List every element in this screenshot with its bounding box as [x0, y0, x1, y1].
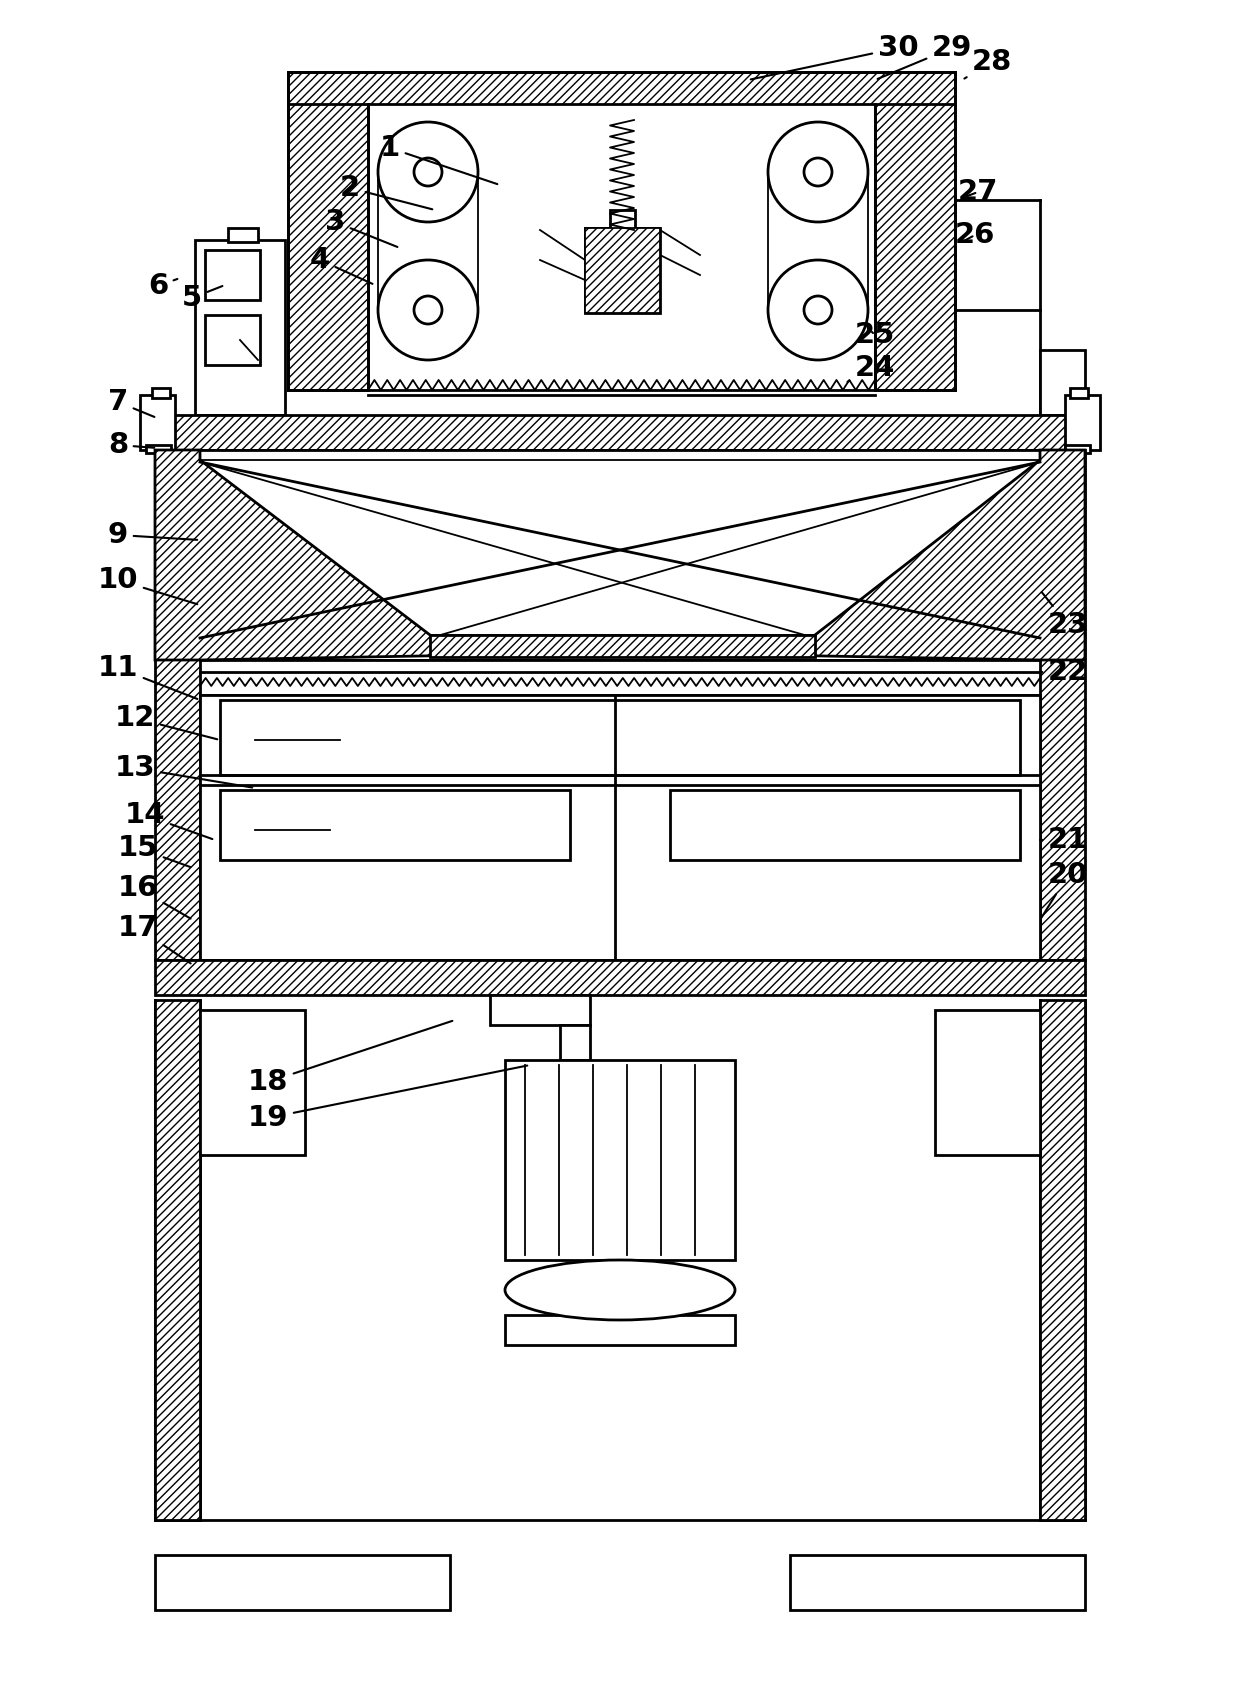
Text: 15: 15: [118, 833, 191, 867]
Bar: [505, 1315, 735, 1345]
Text: 6: 6: [148, 273, 177, 300]
Bar: [585, 229, 660, 313]
Polygon shape: [770, 451, 1085, 661]
Text: 24: 24: [847, 354, 895, 383]
Bar: [200, 451, 1040, 661]
Bar: [219, 700, 1021, 774]
Bar: [1040, 351, 1085, 415]
Bar: [146, 446, 171, 452]
Bar: [140, 395, 175, 451]
Text: 12: 12: [115, 705, 217, 739]
Bar: [153, 388, 170, 398]
Bar: [935, 1010, 1040, 1155]
Bar: [875, 73, 955, 390]
Bar: [219, 789, 570, 861]
Polygon shape: [155, 451, 475, 661]
Text: 27: 27: [957, 178, 998, 207]
Text: 9: 9: [108, 522, 197, 549]
Ellipse shape: [505, 1260, 735, 1320]
Bar: [205, 251, 260, 300]
Bar: [288, 73, 368, 390]
Text: 7: 7: [108, 388, 155, 417]
Text: 14: 14: [125, 801, 212, 839]
Bar: [195, 241, 285, 415]
Bar: [1070, 388, 1087, 398]
Bar: [228, 229, 258, 242]
Bar: [1065, 446, 1090, 452]
Text: 2: 2: [340, 174, 433, 210]
Circle shape: [414, 158, 441, 186]
Circle shape: [804, 158, 832, 186]
Text: 17: 17: [118, 915, 191, 964]
Text: 8: 8: [108, 430, 154, 459]
Text: 10: 10: [98, 566, 197, 605]
Bar: [1065, 395, 1100, 451]
Text: 4: 4: [310, 246, 372, 285]
Bar: [670, 789, 1021, 861]
Circle shape: [378, 122, 477, 222]
Text: 18: 18: [248, 1021, 453, 1096]
Bar: [288, 73, 955, 103]
Text: 25: 25: [854, 320, 895, 349]
Text: 19: 19: [248, 1066, 527, 1132]
Bar: [490, 994, 590, 1025]
Text: 28: 28: [965, 47, 1012, 78]
Bar: [155, 999, 200, 1520]
Text: 21: 21: [1040, 827, 1089, 854]
Text: 1: 1: [379, 134, 497, 185]
Text: 11: 11: [98, 654, 197, 700]
Text: 22: 22: [1040, 657, 1089, 686]
Bar: [505, 1060, 735, 1260]
Bar: [585, 229, 660, 313]
Text: 29: 29: [878, 34, 972, 80]
Text: 5: 5: [182, 285, 222, 312]
Circle shape: [768, 122, 868, 222]
Text: 30: 30: [750, 34, 919, 80]
Bar: [155, 451, 200, 960]
Bar: [430, 635, 815, 657]
Text: 13: 13: [114, 754, 252, 788]
Bar: [155, 415, 1085, 451]
Bar: [610, 210, 635, 230]
Circle shape: [768, 259, 868, 361]
Bar: [200, 1010, 305, 1155]
Text: 26: 26: [955, 220, 996, 249]
Bar: [155, 960, 1085, 994]
Circle shape: [804, 296, 832, 324]
Circle shape: [414, 296, 441, 324]
Bar: [560, 1025, 590, 1060]
Text: 23: 23: [1042, 593, 1089, 639]
Bar: [1040, 451, 1085, 960]
Circle shape: [378, 259, 477, 361]
Text: 16: 16: [118, 874, 191, 918]
Bar: [155, 1555, 450, 1609]
Text: 3: 3: [325, 208, 397, 247]
Bar: [205, 315, 260, 364]
Bar: [1040, 999, 1085, 1520]
Text: 20: 20: [1042, 861, 1089, 918]
Bar: [200, 695, 1040, 960]
Bar: [790, 1555, 1085, 1609]
